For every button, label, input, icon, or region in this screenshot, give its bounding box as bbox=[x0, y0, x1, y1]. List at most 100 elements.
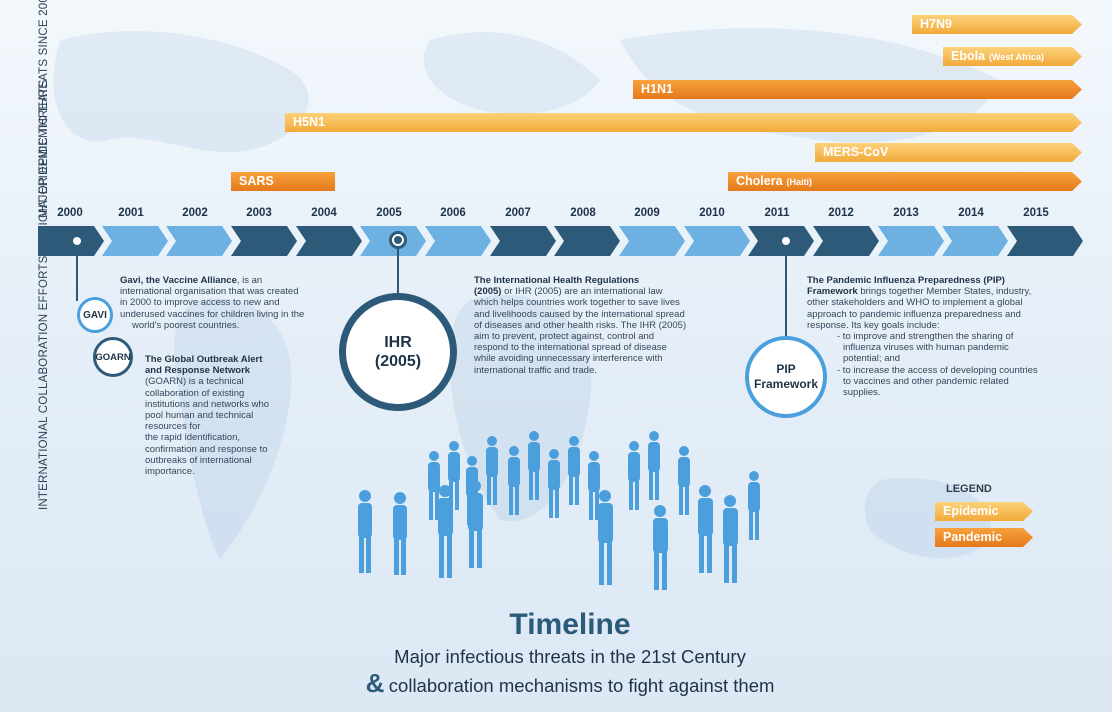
timeline-segment-2008 bbox=[554, 226, 620, 256]
goarn-line: importance. bbox=[145, 466, 195, 478]
goarn-heading-1: The Global Outbreak Alert bbox=[145, 354, 263, 365]
goarn-line: pool human and technical bbox=[145, 410, 254, 422]
crowd-silhouette bbox=[358, 431, 760, 590]
threat-bar-sars: SARS bbox=[231, 172, 335, 191]
pip-description: The Pandemic Influenza Preparedness (PIP… bbox=[807, 275, 1047, 398]
timeline-segment-2011 bbox=[748, 226, 814, 256]
timeline-segment-2007 bbox=[490, 226, 556, 256]
threat-sub-ebola: (West Africa) bbox=[989, 52, 1045, 62]
timeline-segment-2006 bbox=[425, 226, 491, 256]
ihr-line: while avoiding unnecessary interference … bbox=[474, 353, 663, 365]
gavi-line: world's poorest countries. bbox=[132, 319, 240, 331]
year-2011: 2011 bbox=[764, 207, 790, 219]
threat-label-cholera: Cholera bbox=[736, 174, 783, 188]
year-2005: 2005 bbox=[376, 207, 402, 219]
ihr-heading: The International Health Regulations bbox=[474, 275, 640, 286]
legend-title: LEGEND bbox=[946, 483, 992, 495]
pip-line: response. Its key goals include: bbox=[807, 319, 940, 331]
legend-epidemic: Epidemic bbox=[935, 502, 1033, 521]
ihr-line: international traffic and trade. bbox=[474, 364, 597, 376]
year-2000: 2000 bbox=[57, 207, 83, 219]
marker-2011 bbox=[782, 237, 790, 245]
timeline-segment-2000 bbox=[38, 226, 104, 256]
timeline-segment-2003 bbox=[231, 226, 297, 256]
threat-label-h1n1: H1N1 bbox=[641, 82, 673, 96]
marker-ring-inner-2005 bbox=[394, 236, 402, 244]
year-2015: 2015 bbox=[1023, 207, 1049, 219]
gavi-line: underused vaccines for children living i… bbox=[120, 308, 305, 320]
timeline-segment-2013 bbox=[878, 226, 944, 256]
ihr-line: of diseases and other health risks. The … bbox=[474, 319, 687, 331]
timeline-segment-2001 bbox=[102, 226, 168, 256]
timeline-segment-2009 bbox=[619, 226, 685, 256]
year-2006: 2006 bbox=[440, 207, 466, 219]
top-axis-label: MAJOR EPIDEMIC THREATS SINCE 2000 bbox=[38, 0, 50, 218]
gavi-line: , is an bbox=[236, 275, 263, 286]
gavi-description: Gavi, the Vaccine Alliance, is an intern… bbox=[120, 275, 305, 331]
threat-bar-h5n1: H5N1 bbox=[285, 113, 1082, 132]
marker-2000 bbox=[73, 237, 81, 245]
ampersand: & bbox=[365, 668, 385, 698]
pip-bullet: potential; and bbox=[843, 353, 901, 365]
year-2012: 2012 bbox=[828, 207, 854, 219]
timeline-segment-2014 bbox=[942, 226, 1008, 256]
pip-heading-2: Framework bbox=[807, 286, 858, 298]
year-2002: 2002 bbox=[182, 207, 208, 219]
subtitle-line-1: Major infectious threats in the 21st Cen… bbox=[394, 646, 746, 667]
ihr-line: respond to the international spread of d… bbox=[474, 342, 667, 354]
legend-pandemic: Pandemic bbox=[935, 528, 1033, 547]
pip-bullet: supplies. bbox=[843, 387, 881, 399]
pip-badge: PIP Framework bbox=[745, 336, 827, 418]
year-2014: 2014 bbox=[958, 207, 984, 219]
year-2010: 2010 bbox=[699, 207, 725, 219]
timeline-segment-2012 bbox=[813, 226, 879, 256]
year-2004: 2004 bbox=[311, 207, 337, 219]
year-2001: 2001 bbox=[118, 207, 144, 219]
page-title: Timeline bbox=[509, 608, 631, 641]
timeline-segment-2002 bbox=[166, 226, 232, 256]
pip-line: approach to pandemic influenza preparedn… bbox=[807, 308, 1021, 320]
gavi-line: in 2000 to improve access to new and bbox=[120, 297, 280, 309]
pip-bullet: influenza viruses with human pandemic bbox=[843, 342, 1009, 354]
pip-bullet: - to increase the access of developing c… bbox=[837, 364, 1038, 376]
goarn-badge-text: GOARN bbox=[95, 351, 131, 363]
timeline-segment-2015 bbox=[1007, 226, 1083, 256]
threat-bar-h7n9: H7N9 bbox=[912, 15, 1082, 34]
pip-line: other stakeholders and WHO to implement … bbox=[807, 297, 1023, 309]
threat-label-mers: MERS-CoV bbox=[823, 145, 889, 159]
goarn-badge: GOARN bbox=[93, 337, 133, 377]
year-2008: 2008 bbox=[570, 207, 596, 219]
ihr-heading-2: (2005) bbox=[474, 286, 502, 298]
connector-2000 bbox=[76, 256, 78, 301]
ihr-badge: IHR (2005) bbox=[339, 293, 457, 411]
threat-bar-cholera: Cholera (Haiti) bbox=[728, 172, 1082, 191]
pip-badge-line2: Framework bbox=[753, 377, 819, 391]
goarn-heading-2: and Response Network bbox=[145, 365, 251, 377]
ihr-badge-line2: (2005) bbox=[374, 353, 422, 370]
goarn-line: collaboration of existing bbox=[145, 387, 245, 399]
pip-bullet: - to improve and strengthen the sharing … bbox=[837, 331, 1014, 343]
goarn-description: The Global Outbreak Alert and Response N… bbox=[145, 354, 295, 477]
ihr-line: or IHR (2005) are an international law bbox=[501, 286, 663, 298]
year-2013: 2013 bbox=[893, 207, 919, 219]
timeline-segment-2010 bbox=[684, 226, 750, 256]
ihr-line: and livelihoods caused by the internatio… bbox=[474, 308, 685, 320]
year-2009: 2009 bbox=[634, 207, 660, 219]
goarn-line: confirmation and response to bbox=[145, 443, 268, 455]
goarn-line: (GOARN) is a technical bbox=[145, 376, 244, 388]
legend-pandemic-label: Pandemic bbox=[943, 530, 1003, 544]
gavi-badge-text: GAVI bbox=[83, 309, 107, 321]
threat-bar-ebola: Ebola (West Africa) bbox=[943, 47, 1082, 66]
threat-label-sars: SARS bbox=[239, 174, 274, 188]
threat-bar-mers: MERS-CoV bbox=[815, 143, 1082, 162]
connector-2011 bbox=[785, 256, 787, 336]
pip-bullet: to vaccines and other pandemic related bbox=[843, 375, 1009, 387]
goarn-line: the rapid identification, bbox=[145, 432, 241, 444]
legend-epidemic-label: Epidemic bbox=[943, 504, 999, 518]
goarn-line: resources for bbox=[145, 421, 201, 433]
gavi-badge: GAVI bbox=[77, 297, 113, 333]
threat-label-ebola: Ebola bbox=[951, 49, 986, 63]
goarn-line: institutions and networks who bbox=[145, 398, 270, 410]
subtitle-line-2: & collaboration mechanisms to fight agai… bbox=[350, 668, 790, 699]
pip-badge-line1: PIP bbox=[776, 362, 796, 376]
